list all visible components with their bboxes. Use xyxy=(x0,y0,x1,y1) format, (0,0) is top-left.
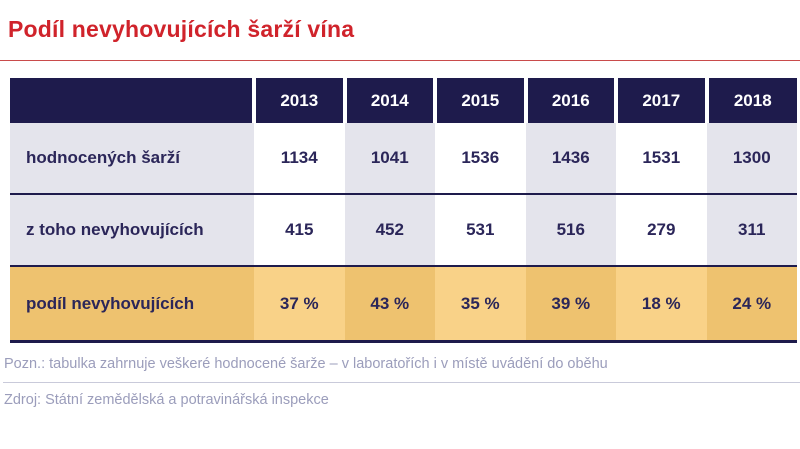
table-cell: 1531 xyxy=(616,123,707,194)
table-cell: 516 xyxy=(525,194,616,266)
table-row-evaluated: hodnocených šarží 1134 1041 1536 1436 15… xyxy=(10,123,797,194)
table-cell: 415 xyxy=(254,194,345,266)
footnote: Pozn.: tabulka zahrnuje veškeré hodnocen… xyxy=(4,356,608,372)
footer-divider xyxy=(3,382,800,383)
year-header-2015: 2015 xyxy=(433,78,526,123)
table-container: 2013 2014 2015 2016 2017 2018 hodnocenýc… xyxy=(10,78,797,343)
table-cell: 1536 xyxy=(435,123,526,194)
table-cell: 18 % xyxy=(616,266,707,342)
table-cell: 39 % xyxy=(525,266,616,342)
year-header-2018: 2018 xyxy=(704,78,797,123)
header-row: 2013 2014 2015 2016 2017 2018 xyxy=(10,78,797,123)
table-cell: 35 % xyxy=(435,266,526,342)
source-note: Zdroj: Státní zemědělská a potravinářská… xyxy=(4,392,329,408)
row-label: podíl nevyhovujících xyxy=(10,266,254,342)
table-cell: 37 % xyxy=(254,266,345,342)
infographic-page: Podíl nevyhovujících šarží vína 2013 201… xyxy=(0,15,800,449)
year-header-2016: 2016 xyxy=(523,78,616,123)
table-cell: 1041 xyxy=(344,123,435,194)
footer: Pozn.: tabulka zahrnuje veškeré hodnocen… xyxy=(3,343,800,409)
table-row-share-highlight: podíl nevyhovujících 37 % 43 % 35 % 39 %… xyxy=(10,266,797,342)
table-cell: 1134 xyxy=(254,123,345,194)
table-header: 2013 2014 2015 2016 2017 2018 xyxy=(10,78,797,123)
table-cell: 1436 xyxy=(525,123,616,194)
corner-cell xyxy=(10,78,254,123)
table-cell: 452 xyxy=(344,194,435,266)
year-header-2013: 2013 xyxy=(252,78,345,123)
page-title: Podíl nevyhovujících šarží vína xyxy=(8,16,355,42)
title-divider xyxy=(0,60,800,61)
table-row-noncompliant: z toho nevyhovujících 415 452 531 516 27… xyxy=(10,194,797,266)
table-cell: 43 % xyxy=(344,266,435,342)
wine-batches-table: 2013 2014 2015 2016 2017 2018 hodnocenýc… xyxy=(10,78,797,343)
table-cell: 279 xyxy=(616,194,707,266)
row-label: hodnocených šarží xyxy=(10,123,254,194)
table-cell: 531 xyxy=(435,194,526,266)
row-label: z toho nevyhovujících xyxy=(10,194,254,266)
table-cell: 1300 xyxy=(706,123,797,194)
table-cell: 311 xyxy=(706,194,797,266)
year-header-2017: 2017 xyxy=(614,78,707,123)
year-header-2014: 2014 xyxy=(342,78,435,123)
table-cell: 24 % xyxy=(706,266,797,342)
table-body: hodnocených šarží 1134 1041 1536 1436 15… xyxy=(10,123,797,342)
